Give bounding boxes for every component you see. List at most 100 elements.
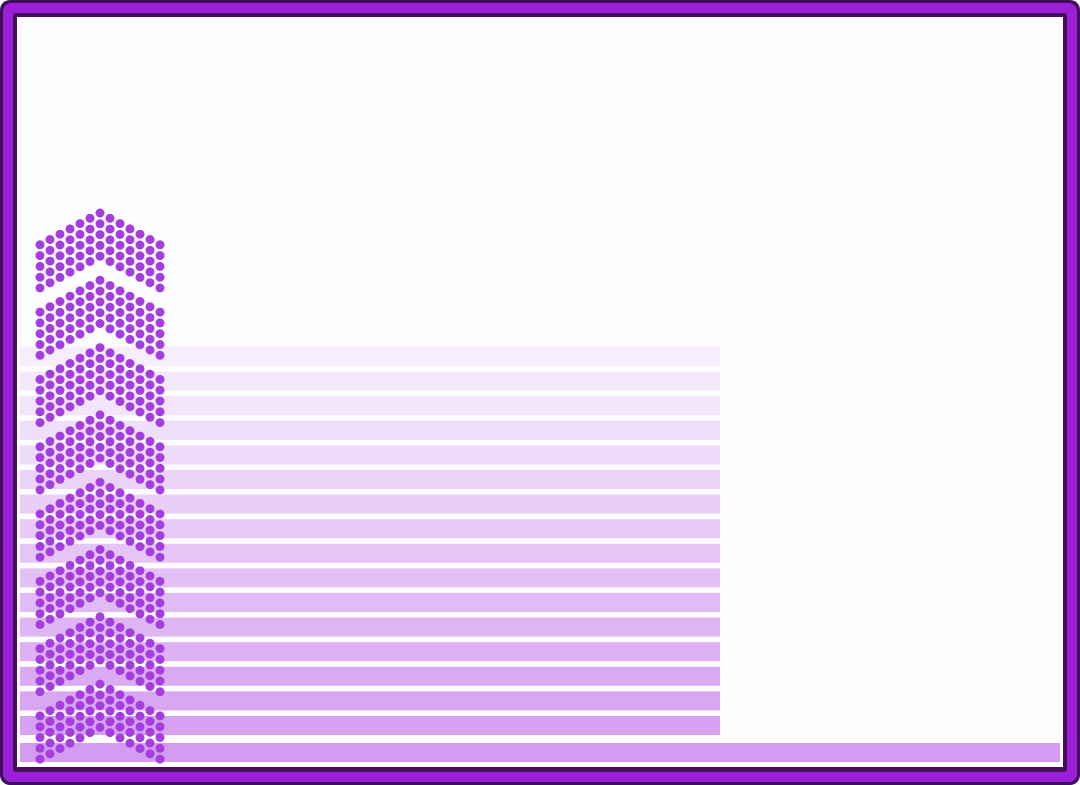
dot	[45, 738, 55, 748]
dot	[115, 555, 125, 565]
dot	[65, 727, 75, 737]
dot	[145, 547, 155, 557]
dot	[65, 426, 75, 436]
dot	[95, 219, 105, 229]
dot	[105, 313, 115, 323]
dot	[75, 509, 85, 519]
stripe	[20, 519, 720, 539]
dot	[65, 380, 75, 390]
dot	[155, 754, 165, 764]
dot	[85, 650, 95, 659]
dot	[135, 364, 145, 374]
dot	[95, 343, 105, 353]
dot	[135, 297, 145, 306]
dot	[95, 644, 105, 654]
dot-chevron	[35, 410, 165, 495]
dot	[125, 458, 135, 468]
dot	[155, 261, 165, 271]
dot	[125, 302, 135, 312]
dot	[125, 717, 135, 727]
dot	[65, 706, 75, 716]
dot	[95, 623, 105, 633]
dot	[105, 246, 115, 256]
dot	[115, 442, 125, 452]
dot	[115, 701, 125, 710]
dot	[115, 318, 125, 328]
dot	[65, 604, 75, 614]
dot	[45, 727, 55, 737]
dot	[45, 649, 55, 659]
dot	[95, 555, 105, 565]
dot	[45, 458, 55, 468]
dot	[105, 639, 115, 649]
dot	[105, 224, 115, 234]
stripe	[20, 445, 720, 465]
dot	[125, 469, 135, 479]
dot	[55, 364, 65, 374]
dot	[35, 463, 45, 473]
dot	[65, 738, 75, 748]
dot	[125, 391, 135, 401]
dot	[55, 609, 65, 619]
dot	[115, 219, 125, 229]
dot	[85, 561, 95, 571]
dot	[75, 219, 85, 229]
dot	[125, 639, 135, 648]
dot	[45, 504, 55, 514]
dot	[45, 380, 55, 390]
dot	[35, 665, 45, 675]
dot	[145, 334, 155, 344]
dot	[125, 402, 135, 412]
dot	[105, 426, 115, 436]
dot	[85, 695, 95, 705]
dot	[35, 485, 45, 495]
dot	[95, 701, 105, 711]
dot	[75, 711, 85, 721]
dot	[155, 665, 165, 675]
dot	[85, 370, 95, 379]
dot	[135, 531, 145, 541]
dot	[105, 650, 115, 659]
dot	[105, 281, 115, 291]
dot	[125, 493, 135, 503]
dot	[65, 447, 75, 457]
dot	[35, 520, 45, 530]
dot	[145, 738, 155, 748]
dot	[105, 684, 115, 694]
dot	[75, 386, 85, 396]
dot	[65, 671, 75, 681]
dot	[45, 536, 55, 546]
dot	[145, 313, 155, 323]
dot	[45, 436, 55, 446]
dot	[95, 510, 105, 520]
dot	[45, 323, 55, 333]
dot	[75, 499, 85, 509]
dot	[115, 375, 125, 385]
stripe	[20, 347, 720, 366]
dot	[35, 442, 45, 452]
dot	[115, 364, 125, 374]
dot	[45, 345, 55, 355]
dot	[125, 628, 135, 638]
dot	[75, 633, 85, 643]
dot	[55, 676, 65, 686]
dot	[115, 722, 125, 732]
dot	[155, 418, 165, 428]
dot	[105, 526, 115, 536]
dot	[115, 431, 125, 441]
dot	[95, 566, 105, 576]
dot	[115, 622, 125, 632]
dot	[95, 722, 105, 732]
dot	[85, 437, 95, 447]
dot	[75, 353, 85, 363]
dot	[55, 396, 65, 406]
dot	[35, 453, 45, 462]
dot	[155, 318, 165, 328]
dot	[95, 286, 105, 296]
dot	[95, 690, 105, 700]
dot	[145, 614, 155, 624]
dot	[115, 733, 125, 743]
dot	[145, 402, 155, 411]
dot	[65, 369, 75, 379]
dot	[85, 728, 95, 738]
